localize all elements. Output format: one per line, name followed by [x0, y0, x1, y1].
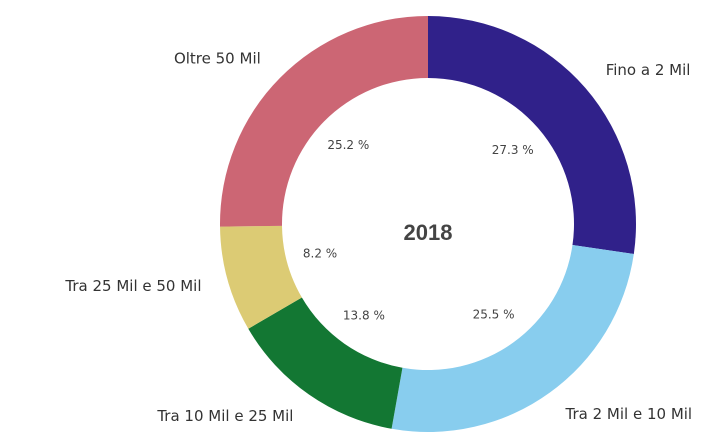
value-label: 8.2 %	[303, 246, 337, 260]
donut-slice	[220, 225, 302, 329]
donut-slice	[220, 16, 428, 227]
donut-slice	[391, 245, 634, 432]
donut-slice	[248, 297, 403, 429]
value-label: 13.8 %	[343, 308, 385, 322]
category-label: Fino a 2 Mil	[606, 61, 691, 79]
value-label: 25.5 %	[473, 307, 515, 321]
category-label: Tra 2 Mil e 10 Mil	[565, 405, 693, 423]
donut-slice	[428, 16, 636, 254]
center-label: 2018	[404, 220, 453, 245]
category-label: Tra 25 Mil e 50 Mil	[64, 277, 201, 295]
category-label: Oltre 50 Mil	[174, 49, 261, 67]
value-label: 25.2 %	[327, 138, 369, 152]
category-label: Tra 10 Mil e 25 Mil	[156, 407, 293, 425]
value-label: 27.3 %	[492, 143, 534, 157]
